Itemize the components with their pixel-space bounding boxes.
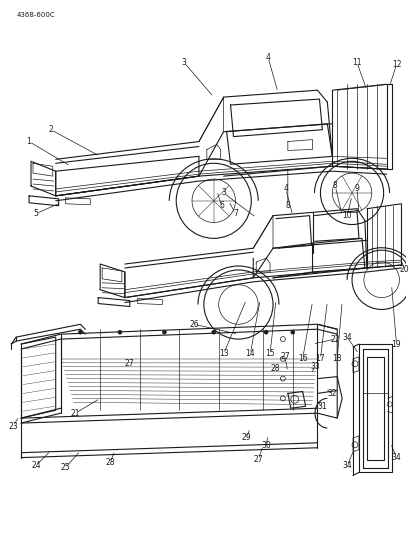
Text: 27: 27: [279, 352, 289, 361]
Text: 17: 17: [315, 354, 324, 364]
Text: 27: 27: [253, 455, 262, 464]
Text: 23: 23: [9, 422, 18, 431]
Circle shape: [78, 330, 82, 334]
Circle shape: [211, 330, 215, 334]
Text: 4: 4: [283, 184, 288, 193]
Text: 28: 28: [105, 458, 115, 467]
Text: 34: 34: [342, 333, 351, 342]
Text: 31: 31: [317, 402, 326, 411]
Text: 13: 13: [218, 350, 228, 358]
Text: 16: 16: [297, 354, 307, 364]
Text: 34: 34: [391, 453, 400, 462]
Text: 5: 5: [34, 209, 38, 218]
Text: 33: 33: [310, 362, 319, 372]
Circle shape: [351, 361, 357, 367]
Text: 8: 8: [332, 182, 337, 190]
Text: 24: 24: [31, 461, 40, 470]
Text: 22: 22: [330, 335, 339, 344]
Text: 21: 21: [70, 409, 80, 418]
Text: 4: 4: [265, 53, 270, 62]
Circle shape: [162, 330, 166, 334]
Text: 34: 34: [342, 461, 351, 470]
Text: 25: 25: [61, 463, 70, 472]
Text: 28: 28: [270, 364, 279, 373]
Circle shape: [351, 442, 357, 448]
Text: 9: 9: [354, 184, 359, 193]
Text: 7: 7: [232, 209, 237, 218]
Text: 30: 30: [261, 441, 270, 450]
Text: 18: 18: [332, 354, 341, 364]
Text: 27: 27: [125, 359, 134, 368]
Text: 12: 12: [391, 60, 400, 69]
Circle shape: [263, 330, 267, 334]
Text: 3: 3: [220, 188, 225, 197]
Text: 14: 14: [245, 350, 254, 358]
Text: 6: 6: [219, 201, 224, 210]
Text: 8: 8: [285, 201, 290, 210]
Text: 3: 3: [181, 58, 186, 67]
Circle shape: [290, 330, 294, 334]
Text: 2: 2: [48, 125, 53, 134]
Text: 32: 32: [327, 389, 336, 398]
Text: 10: 10: [342, 211, 351, 220]
Text: 1: 1: [27, 137, 31, 146]
Text: 19: 19: [391, 340, 400, 349]
Text: 15: 15: [265, 350, 274, 358]
Text: 20: 20: [399, 265, 408, 274]
Circle shape: [118, 330, 121, 334]
Text: 29: 29: [241, 433, 251, 442]
Text: 11: 11: [351, 58, 361, 67]
Text: 4368-600C: 4368-600C: [16, 12, 55, 18]
Text: 26: 26: [189, 320, 198, 329]
